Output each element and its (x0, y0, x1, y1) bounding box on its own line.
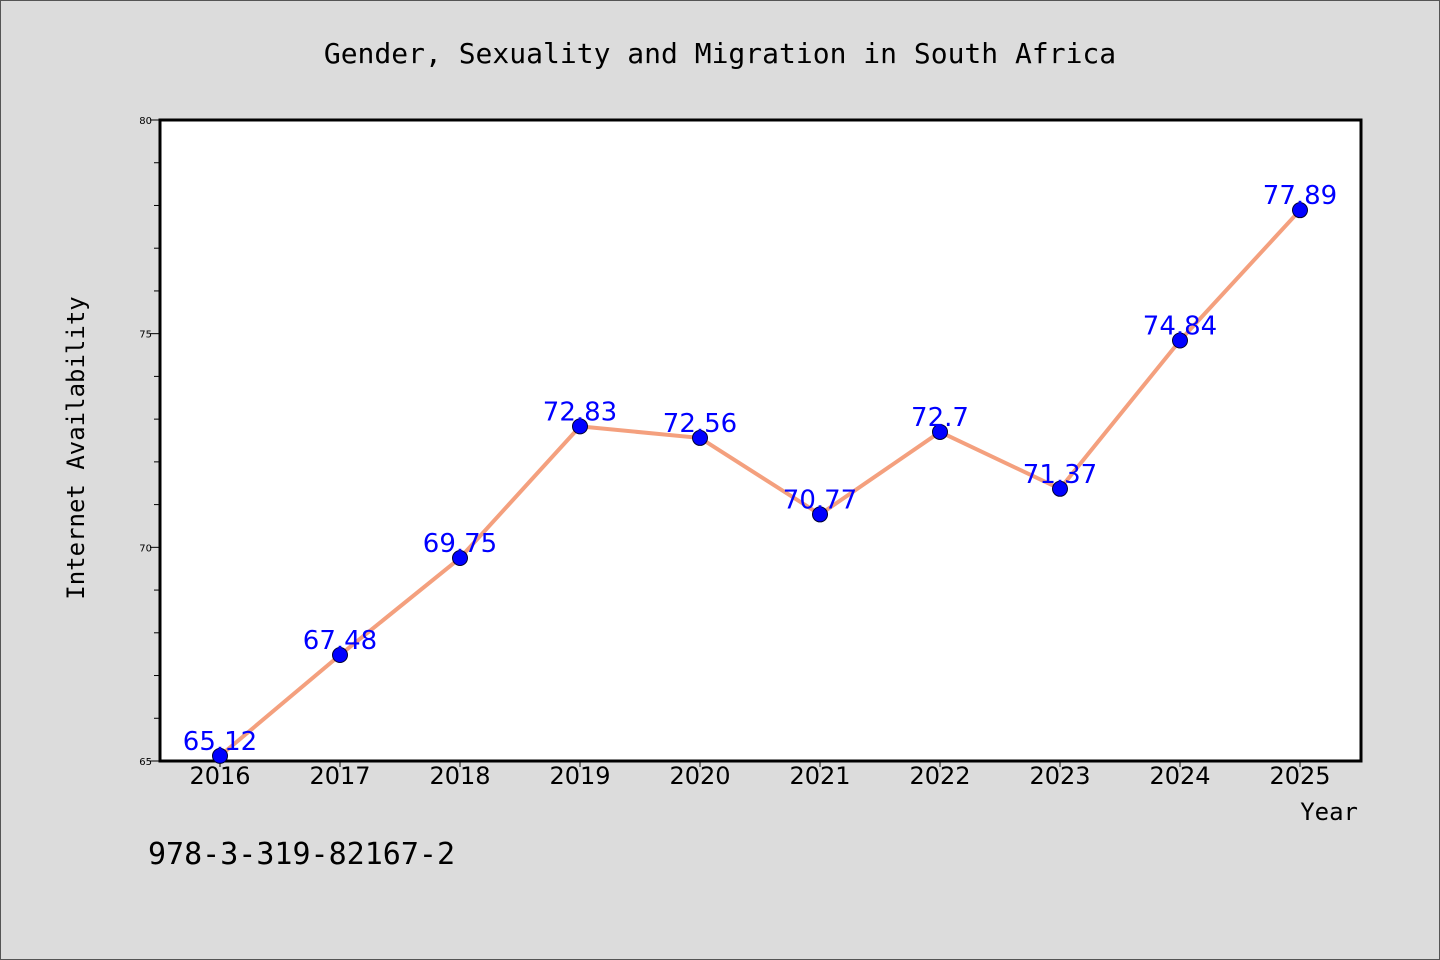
chart-title: Gender, Sexuality and Migration in South… (324, 37, 1116, 70)
data-label: 69.75 (423, 529, 497, 559)
data-label: 72.7 (911, 403, 969, 433)
data-point (212, 747, 228, 764)
data-label: 71.37 (1023, 460, 1097, 490)
x-tick-label: 2022 (909, 762, 970, 790)
data-point (452, 550, 468, 567)
data-label: 65.12 (183, 727, 257, 757)
x-tick-label: 2024 (1149, 762, 1210, 790)
x-axis: 2016 2017 2018 2019 2020 2021 2022 2023 2024 2025 (189, 761, 1331, 790)
plot-area (158, 118, 1363, 763)
data-point (332, 647, 348, 664)
data-label: 72.83 (543, 397, 617, 427)
series-layer: 65.12 67.48 69.75 72.83 72.56 70.77 72.7 71.37 7… (183, 181, 1337, 764)
data-label: 74.84 (1143, 312, 1217, 342)
data-point (1052, 480, 1068, 497)
x-tick-label: 2020 (669, 762, 730, 790)
x-tick-label: 2025 (1269, 762, 1330, 790)
x-tick-label: 2021 (789, 762, 850, 790)
y-axis: 65 70 75 80 (139, 116, 160, 768)
y-axis-label: Internet Availability (62, 296, 90, 599)
x-tick-label: 2017 (309, 762, 370, 790)
x-tick-label: 2019 (549, 762, 610, 790)
data-point (692, 429, 708, 446)
y-tick-label: 80 (139, 116, 152, 127)
isbn-annotation: 978-3-319-82167-2 (148, 837, 455, 872)
x-tick-label: 2018 (429, 762, 490, 790)
data-label: 67.48 (303, 626, 377, 656)
x-tick-label: 2016 (189, 762, 250, 790)
y-tick-label: 75 (139, 330, 152, 341)
data-label: 72.56 (663, 409, 737, 439)
y-tick-label: 70 (139, 543, 152, 554)
data-point (572, 418, 588, 435)
data-label: 70.77 (783, 485, 857, 515)
x-axis-label: Year (1300, 798, 1358, 826)
series-line (218, 208, 1302, 758)
data-label: 77.89 (1263, 181, 1337, 211)
y-tick-label: 65 (139, 757, 152, 768)
x-tick-label: 2023 (1029, 762, 1090, 790)
data-point (812, 506, 828, 523)
data-point (1172, 332, 1188, 349)
data-point (932, 423, 948, 440)
data-point (1292, 202, 1308, 219)
